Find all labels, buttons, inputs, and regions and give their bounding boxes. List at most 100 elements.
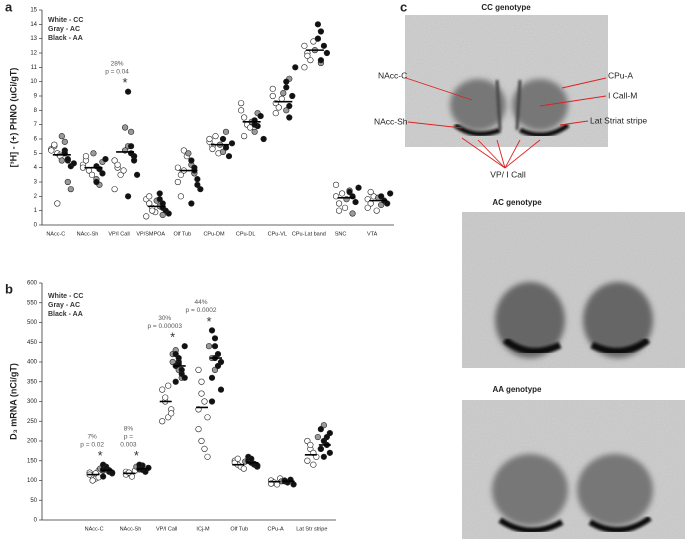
data-point [307, 57, 314, 64]
y-tick-label: 450 [27, 340, 38, 346]
data-point [222, 144, 230, 151]
x-tick-label: VP/I Call [156, 526, 177, 532]
data-point [121, 124, 129, 131]
x-tick-label: CPu-DM [203, 231, 225, 237]
data-point [248, 455, 255, 462]
data-point [159, 386, 166, 393]
y-tick-label: 600 [27, 281, 38, 287]
data-point [275, 104, 282, 111]
data-point [208, 327, 216, 334]
data-point [156, 196, 163, 203]
significance-marker: * [170, 330, 175, 345]
data-point [320, 453, 327, 460]
data-point [222, 128, 230, 135]
data-point [251, 121, 258, 128]
panel-label: a [5, 0, 13, 14]
significance-marker: * [206, 314, 211, 329]
data-point [93, 178, 100, 186]
data-point [172, 378, 179, 385]
data-point [238, 100, 245, 107]
data-point [172, 351, 179, 358]
data-point [338, 190, 346, 197]
data-point [307, 441, 314, 449]
data-point [314, 433, 321, 441]
data-point [177, 193, 184, 200]
data-point [314, 35, 322, 42]
data-point [133, 171, 141, 178]
data-point [64, 178, 71, 186]
data-point [219, 135, 227, 143]
data-point [165, 382, 172, 389]
data-point [289, 92, 296, 100]
data-point [214, 362, 222, 370]
data-point [195, 366, 202, 374]
data-point [317, 28, 325, 35]
x-tick-label: Lat Str stripe [296, 526, 327, 532]
data-point [90, 150, 97, 157]
data-point [165, 210, 172, 217]
data-point [378, 193, 385, 200]
region-label: I Call-M [608, 90, 637, 100]
data-point [111, 157, 118, 164]
annotation: p = [124, 433, 133, 440]
data-point [159, 418, 166, 425]
data-point [254, 462, 261, 469]
data-point [149, 207, 156, 214]
data-point [195, 426, 202, 433]
data-point [143, 213, 150, 220]
data-point [373, 207, 380, 214]
data-point [320, 42, 328, 49]
arrows [405, 77, 607, 169]
data-point [212, 133, 219, 140]
data-point [352, 198, 359, 206]
data-point [197, 186, 204, 193]
data-point [310, 461, 317, 468]
data-point [168, 410, 175, 417]
data-point [70, 160, 77, 167]
data-point [304, 457, 311, 464]
data-point [67, 186, 74, 193]
panel-label: b [5, 281, 13, 296]
data-point [100, 473, 107, 480]
x-tick-label: ICj-M [196, 526, 210, 532]
x-tick-label: Olf Tub [230, 526, 248, 532]
significance-marker: * [123, 75, 128, 90]
data-point [194, 176, 201, 183]
y-tick-label: 8 [34, 108, 38, 114]
data-point [174, 164, 181, 171]
data-point [48, 147, 55, 154]
data-point [111, 186, 118, 193]
y-tick-label: 50 [30, 498, 37, 504]
data-point [102, 155, 109, 163]
data-point [301, 64, 308, 71]
data-point [304, 52, 311, 59]
data-point [88, 171, 96, 178]
y-tick-label: 350 [27, 379, 38, 385]
y-axis-label: D₃ mRNA (nCi/gT) [8, 363, 18, 440]
x-tick-label: VP/SMPOA [136, 231, 165, 237]
annotation: 30% [158, 315, 171, 322]
region-label: VP/ I Call [490, 169, 526, 179]
data-point [159, 211, 166, 219]
y-tick-label: 550 [27, 300, 38, 306]
data-point [326, 449, 333, 456]
legend-entry: Black - AA [48, 35, 83, 42]
data-point [209, 145, 216, 153]
data-point [247, 124, 254, 131]
annotation: 7% [87, 433, 97, 440]
data-point [204, 453, 211, 460]
data-point [124, 88, 132, 95]
data-point [208, 398, 216, 405]
data-point [51, 141, 58, 148]
data-point [117, 171, 124, 178]
data-point [82, 153, 90, 160]
data-point [301, 42, 308, 49]
data-point [185, 150, 192, 157]
x-tick-label: CPu-A [267, 526, 284, 532]
x-tick-label: CPu-VL [268, 231, 287, 237]
data-point [292, 64, 299, 71]
y-tick-label: 400 [27, 360, 38, 366]
region-label: Lat Striat stripe [590, 115, 647, 125]
data-point [188, 157, 195, 164]
